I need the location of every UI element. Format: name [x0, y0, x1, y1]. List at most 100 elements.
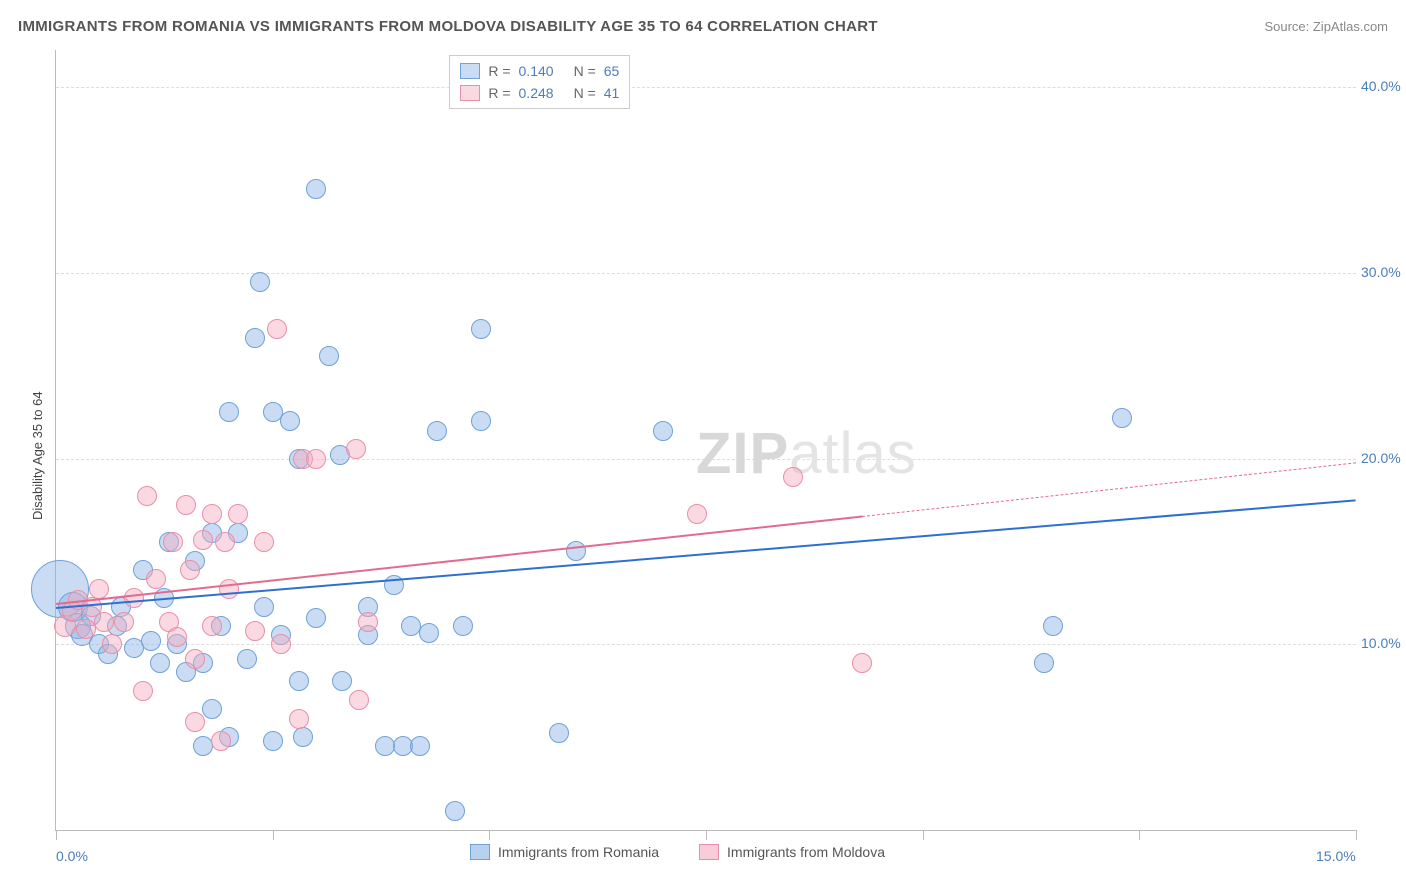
data-point: [267, 319, 287, 339]
legend-r-value: 0.248: [519, 85, 554, 101]
plot-area: ZIPatlas 10.0%20.0%30.0%40.0%0.0%15.0%: [55, 50, 1356, 831]
data-point: [445, 801, 465, 821]
data-point: [349, 690, 369, 710]
data-point: [427, 421, 447, 441]
watermark: ZIPatlas: [696, 420, 917, 487]
data-point: [254, 532, 274, 552]
data-point: [146, 569, 166, 589]
legend-r-label: R =: [488, 63, 510, 79]
data-point: [306, 449, 326, 469]
data-point: [193, 530, 213, 550]
legend-swatch: [460, 63, 480, 79]
data-point: [289, 671, 309, 691]
data-point: [215, 532, 235, 552]
data-point: [346, 439, 366, 459]
data-point: [219, 402, 239, 422]
x-tick: [489, 830, 490, 840]
trend-line: [56, 516, 862, 605]
data-point: [293, 727, 313, 747]
x-tick: [1356, 830, 1357, 840]
data-point: [250, 272, 270, 292]
legend-top: R = 0.140 N = 65 R = 0.248 N = 41: [449, 55, 630, 109]
data-point: [319, 346, 339, 366]
data-point: [783, 467, 803, 487]
x-tick: [923, 830, 924, 840]
y-tick-label: 10.0%: [1361, 635, 1406, 651]
legend-swatch: [460, 85, 480, 101]
title-bar: IMMIGRANTS FROM ROMANIA VS IMMIGRANTS FR…: [18, 18, 1388, 35]
data-point: [280, 411, 300, 431]
data-point: [852, 653, 872, 673]
data-point: [133, 681, 153, 701]
y-tick-label: 20.0%: [1361, 450, 1406, 466]
data-point: [124, 588, 144, 608]
legend-swatch: [699, 844, 719, 860]
data-point: [211, 731, 231, 751]
y-tick-label: 40.0%: [1361, 78, 1406, 94]
data-point: [289, 709, 309, 729]
gridline: [56, 87, 1356, 88]
data-point: [358, 612, 378, 632]
legend-item: Immigrants from Moldova: [699, 844, 885, 860]
legend-label: Immigrants from Moldova: [727, 844, 885, 860]
data-point: [254, 597, 274, 617]
data-point: [471, 319, 491, 339]
legend-row: R = 0.140 N = 65: [460, 60, 619, 82]
data-point: [202, 504, 222, 524]
x-tick: [56, 830, 57, 840]
watermark-zip: ZIP: [696, 421, 789, 486]
data-point: [1043, 616, 1063, 636]
x-tick: [1139, 830, 1140, 840]
data-point: [410, 736, 430, 756]
legend-n-label: N =: [574, 85, 596, 101]
data-point: [185, 712, 205, 732]
legend-swatch: [470, 844, 490, 860]
data-point: [687, 504, 707, 524]
data-point: [245, 328, 265, 348]
data-point: [89, 579, 109, 599]
data-point: [653, 421, 673, 441]
y-tick-label: 30.0%: [1361, 264, 1406, 280]
data-point: [566, 541, 586, 561]
data-point: [332, 671, 352, 691]
gridline: [56, 273, 1356, 274]
watermark-atlas: atlas: [789, 421, 917, 486]
data-point: [202, 699, 222, 719]
source-label: Source: ZipAtlas.com: [1264, 19, 1388, 34]
legend-r-label: R =: [488, 85, 510, 101]
data-point: [471, 411, 491, 431]
data-point: [549, 723, 569, 743]
chart-title: IMMIGRANTS FROM ROMANIA VS IMMIGRANTS FR…: [18, 18, 878, 35]
gridline: [56, 644, 1356, 645]
data-point: [306, 179, 326, 199]
data-point: [180, 560, 200, 580]
legend-n-value: 65: [604, 63, 620, 79]
data-point: [453, 616, 473, 636]
data-point: [94, 612, 114, 632]
data-point: [263, 731, 283, 751]
data-point: [114, 612, 134, 632]
data-point: [271, 634, 291, 654]
data-point: [1034, 653, 1054, 673]
data-point: [167, 627, 187, 647]
legend-label: Immigrants from Romania: [498, 844, 659, 860]
legend-bottom: Immigrants from Romania Immigrants from M…: [470, 844, 885, 860]
data-point: [245, 621, 265, 641]
data-point: [202, 616, 222, 636]
data-point: [219, 579, 239, 599]
trend-line: [862, 462, 1356, 517]
data-point: [150, 653, 170, 673]
data-point: [176, 495, 196, 515]
data-point: [1112, 408, 1132, 428]
x-tick: [273, 830, 274, 840]
legend-n-label: N =: [574, 63, 596, 79]
legend-n-value: 41: [604, 85, 620, 101]
data-point: [237, 649, 257, 669]
data-point: [228, 504, 248, 524]
legend-item: Immigrants from Romania: [470, 844, 659, 860]
legend-r-value: 0.140: [519, 63, 554, 79]
x-tick-label: 0.0%: [56, 848, 88, 864]
data-point: [419, 623, 439, 643]
y-axis-label: Disability Age 35 to 64: [30, 391, 45, 520]
data-point: [141, 631, 161, 651]
